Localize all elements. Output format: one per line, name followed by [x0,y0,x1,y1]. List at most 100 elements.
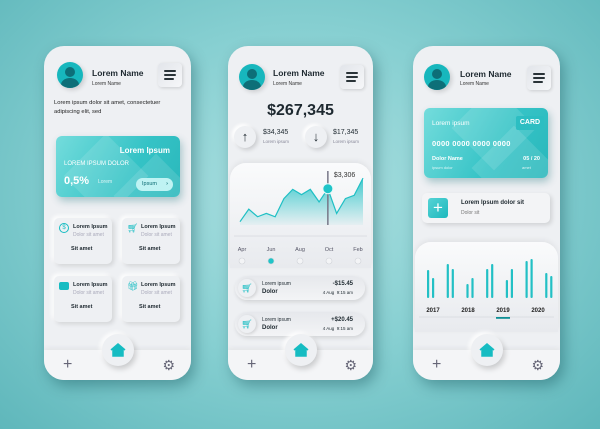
bar [525,261,528,298]
transaction-amount: -$15.45 [332,281,353,287]
plus-icon[interactable]: + [63,356,73,373]
promo-rate-label: Lorem [98,179,113,185]
tile-desc: Dolor sit amet [141,290,172,296]
bar [466,284,469,298]
transaction-title: Lorem ipsum [262,317,291,323]
bank-card[interactable]: Lorem ipsum CARD 0000 0000 0000 0000 Dol… [424,108,548,178]
plus-icon[interactable]: + [428,198,448,218]
profile-subname: Lorem Name [460,81,489,87]
bar [451,269,454,298]
balance: $267,345 [267,102,334,119]
bar [545,273,548,298]
bar [432,278,435,298]
tile[interactable]: Lorem Ipsum Dolor sit amet Sit amet [54,276,112,322]
income-label: Lorem ipsum [263,139,290,144]
expense-amount: $17,345 [333,129,359,136]
month-dot [238,257,246,265]
card-expiry: 05 / 20 [523,156,540,162]
profile-name: Lorem Name [460,69,512,79]
home-icon [479,343,494,357]
expense-label: Lorem ipsum [333,139,360,144]
month-label: Oct [325,247,334,253]
gear-icon[interactable]: ⚙ [344,357,357,373]
wallet-icon [59,282,69,290]
tile-desc: Dolor sit amet [141,232,172,238]
tile[interactable]: 🛒︎ Lorem Ipsum Dolor sit amet Sit amet [122,218,180,264]
bar-chart: 2017 2018 2019 2020 [419,259,554,319]
month-dot [325,257,333,265]
avatar[interactable] [424,64,450,90]
profile-name: Lorem Name [273,68,325,78]
card-holder: Dolor Name [432,156,463,162]
transaction-name: Dolor [262,289,278,295]
cart-icon: 🛒︎ [238,315,256,333]
gift-icon: 🎁︎ [127,281,139,291]
transaction-row[interactable]: 🛒︎ Lorem ipsum Dolor -$15.45 4 Aug 9:15 … [235,276,365,300]
home-icon [110,343,125,357]
month-label: Apr [238,247,247,253]
menu-button[interactable] [527,66,551,90]
bar [510,269,513,298]
promo-rate: 0,5% [64,175,90,187]
year-label: 2017 [426,308,440,314]
tile-footer: Sit amet [71,304,93,310]
plus-icon[interactable]: + [432,356,442,373]
description: Lorem ipsum dolor sit amet, consectetuer… [54,100,161,115]
year-label: 2020 [531,308,545,314]
card-holder-sub: ipsum dolor [432,165,453,170]
tile-footer: Sit amet [139,304,161,310]
bar-chart-panel: 2017 2018 2019 2020 [415,242,558,332]
transaction-date: 4 Aug 9:15 am [322,326,353,331]
add-subtitle: Dolor sit [461,210,480,216]
arrow-up-icon[interactable]: ↑ [234,126,256,148]
transaction-row[interactable]: 🛒︎ Lorem ipsum Dolor +$20.45 4 Aug 9:15 … [235,312,365,336]
avatar[interactable] [239,64,265,90]
gear-icon[interactable]: ⚙ [531,357,544,373]
arrow-down-icon[interactable]: ↓ [305,126,327,148]
transaction-title: Lorem ipsum [262,281,291,287]
transaction-name: Dolor [262,325,278,331]
promo-card[interactable]: Lorem Ipsum LOREM IPSUM DOLOR 0,5% Lorem… [56,136,180,197]
home-button[interactable] [101,334,134,366]
promo-button-label: Ipsum [142,181,157,187]
cart-icon: 🛒︎ [127,223,139,233]
transaction-date: 4 Aug 9:15 am [322,290,353,295]
tile-desc: Dolor sit amet [73,290,104,296]
chart-panel: $3,306 Apr Jun Aug Oct Feb [230,163,371,268]
plus-icon[interactable]: + [247,356,257,373]
profile-subname: Lorem Name [92,81,121,87]
month-dot [354,257,362,265]
menu-button[interactable] [158,63,182,87]
year-label: 2019 [496,308,510,314]
selected-underline [496,317,510,319]
tile-desc: Dolor sit amet [73,232,104,238]
area-fill [240,178,363,225]
bar [550,276,553,298]
bar [427,270,430,298]
month-label: Aug [295,247,305,253]
tile-title: Lorem Ipsum [141,282,176,288]
home-icon [293,343,308,357]
chevron-right-icon: › [166,181,168,187]
promo-button[interactable]: Ipsum › [136,178,173,191]
gear-icon[interactable]: ⚙ [162,357,175,373]
bar [446,264,449,298]
month-dot [267,257,275,265]
area-chart: $3,306 Apr Jun Aug Oct Feb [234,171,367,265]
tile-footer: Sit amet [139,246,161,252]
tile[interactable]: $ Lorem Ipsum Dolor sit amet Sit amet [54,218,112,264]
month-label: Feb [353,247,362,253]
home-button[interactable] [470,334,503,366]
avatar[interactable] [57,62,83,88]
add-card-row[interactable]: + Lorem Ipsum dolor sit Dolor sit [422,193,550,223]
tile[interactable]: 🎁︎ Lorem Ipsum Dolor sit amet Sit amet [122,276,180,322]
tile-title: Lorem Ipsum [141,224,176,230]
marker-dot [322,183,334,195]
menu-button[interactable] [340,65,364,89]
cart-icon: 🛒︎ [238,279,256,297]
tile-title: Lorem Ipsum [73,224,108,230]
card-badge: CARD [516,116,544,130]
home-button[interactable] [284,334,317,366]
promo-title: Lorem Ipsum [119,146,170,155]
bar [505,280,508,298]
